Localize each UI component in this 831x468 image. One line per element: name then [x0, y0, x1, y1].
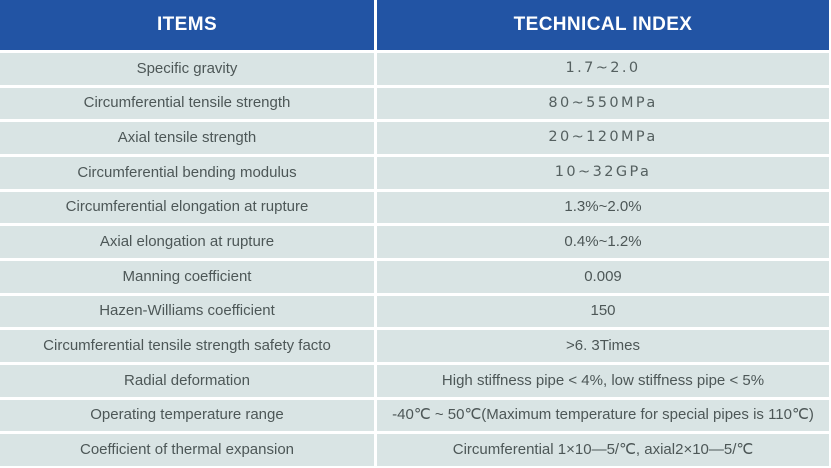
item-cell: Circumferential tensile strength safety …	[0, 330, 374, 362]
item-cell: Axial elongation at rupture	[0, 226, 374, 258]
item-cell: Circumferential bending modulus	[0, 156, 374, 189]
value-cell: -40℃ ~ 50℃(Maximum temperature for speci…	[377, 399, 829, 432]
header-cell-technical-index: TECHNICAL INDEX	[377, 0, 829, 50]
value-cell: High stiffness pipe < 4%, low stiffness …	[377, 364, 829, 397]
item-cell: Circumferential tensile strength	[0, 87, 374, 120]
value-cell: 0.4%~1.2%	[377, 226, 829, 258]
header-cell-items: ITEMS	[0, 0, 374, 50]
value-cell: 0.009	[377, 260, 829, 293]
value-cell: 80~550MPa	[377, 87, 829, 120]
item-cell: Manning coefficient	[0, 260, 374, 293]
item-cell: Specific gravity	[0, 53, 374, 85]
item-cell: Coefficient of thermal expansion	[0, 434, 374, 466]
item-cell: Axial tensile strength	[0, 122, 374, 154]
item-cell: Operating temperature range	[0, 399, 374, 432]
value-cell: 150	[377, 295, 829, 328]
value-cell: 20~120MPa	[377, 122, 829, 154]
item-cell: Radial deformation	[0, 364, 374, 397]
value-cell: >6. 3Times	[377, 330, 829, 362]
value-cell: Circumferential 1×10—5/℃, axial2×10—5/℃	[377, 434, 829, 466]
value-cell: 1.3%~2.0%	[377, 191, 829, 224]
value-cell: 1.7~2.0	[377, 53, 829, 85]
item-cell: Hazen-Williams coefficient	[0, 295, 374, 328]
item-cell: Circumferential elongation at rupture	[0, 191, 374, 224]
value-cell: 10~32GPa	[377, 156, 829, 189]
